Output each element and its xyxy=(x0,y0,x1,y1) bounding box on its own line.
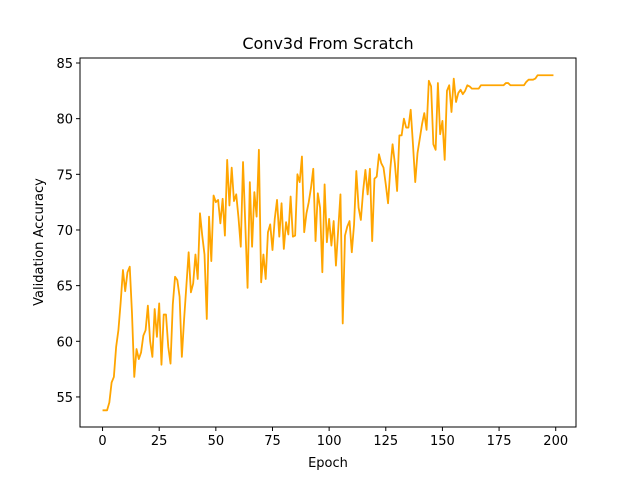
y-tick-label: 80 xyxy=(56,113,73,128)
y-axis-label: Validation Accuracy xyxy=(32,178,47,306)
x-tick-label: 125 xyxy=(373,434,398,449)
y-tick-label: 60 xyxy=(56,335,73,350)
y-tick-label: 75 xyxy=(56,168,73,183)
chart-title: Conv3d From Scratch xyxy=(242,34,413,53)
x-axis-label: Epoch xyxy=(308,456,348,471)
x-tick-label: 150 xyxy=(430,434,455,449)
series-line xyxy=(102,74,554,412)
y-tick-label: 85 xyxy=(56,57,73,72)
y-tick-label: 55 xyxy=(56,391,73,406)
x-tick-label: 175 xyxy=(487,434,512,449)
x-tick-label: 50 xyxy=(208,434,225,449)
x-tick-label: 100 xyxy=(317,434,342,449)
x-tick-label: 75 xyxy=(264,434,281,449)
x-tick-label: 25 xyxy=(151,434,168,449)
y-tick-label: 65 xyxy=(56,280,73,295)
x-tick-label: 0 xyxy=(98,434,106,449)
y-tick-label: 70 xyxy=(56,224,73,239)
plot-frame xyxy=(79,57,577,428)
x-tick-label: 200 xyxy=(543,434,568,449)
